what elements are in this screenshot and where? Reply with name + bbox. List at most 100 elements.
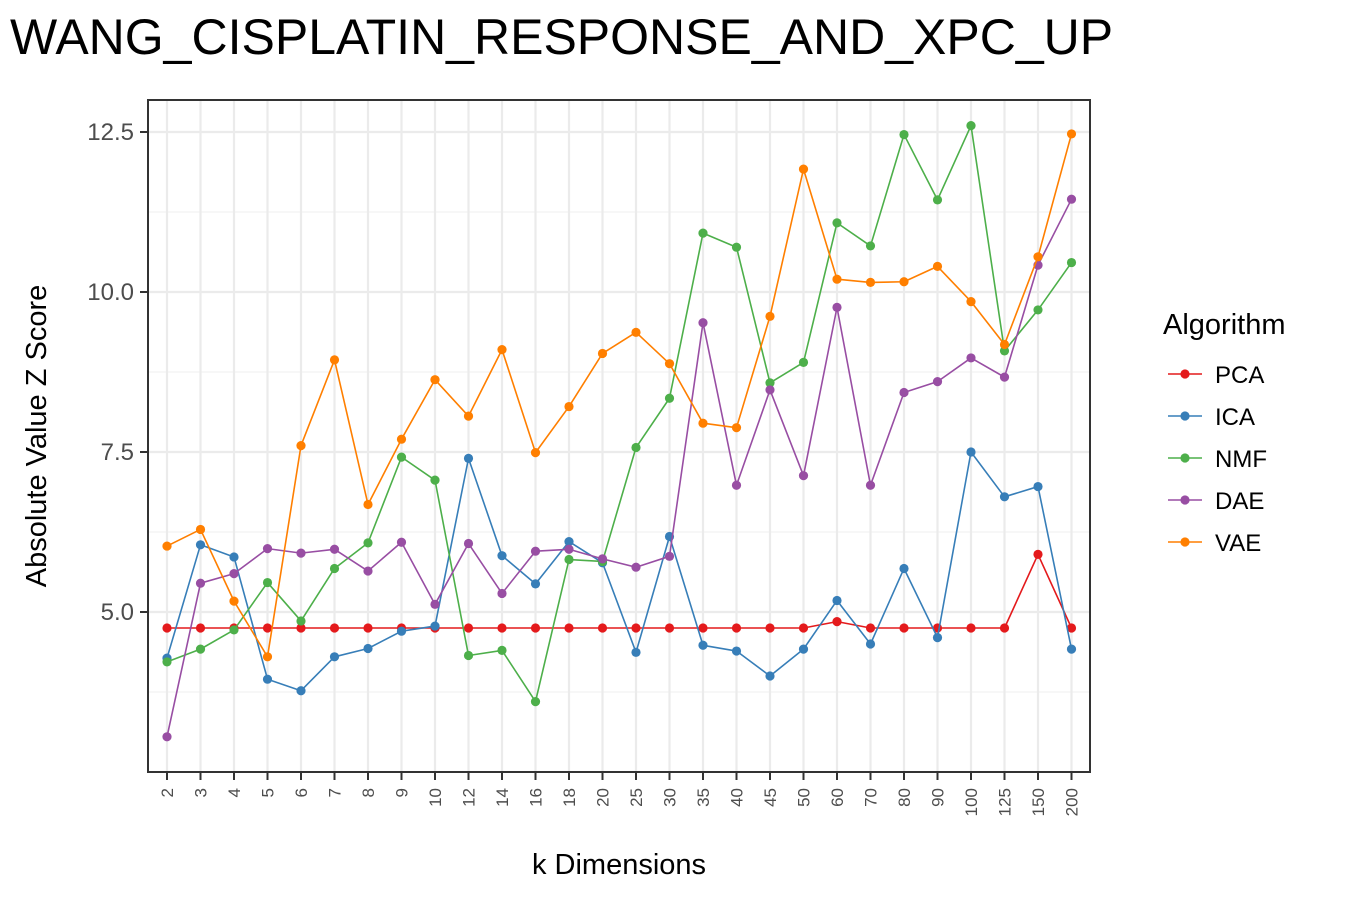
y-tick-label: 5.0 xyxy=(101,599,134,626)
data-point-ica xyxy=(698,640,708,650)
legend-label-vae: VAE xyxy=(1215,530,1261,557)
legend-label-dae: DAE xyxy=(1215,488,1264,515)
data-point-dae xyxy=(731,480,742,490)
data-point-dae xyxy=(664,551,675,561)
data-point-vae xyxy=(497,345,507,355)
data-point-vae xyxy=(932,261,943,271)
data-point-dae xyxy=(698,318,708,328)
data-point-vae xyxy=(899,277,909,287)
y-tick-label: 12.5 xyxy=(87,119,134,146)
data-point-nmf xyxy=(865,241,876,251)
data-point-dae xyxy=(631,562,641,572)
data-point-vae xyxy=(731,423,742,433)
data-point-nmf xyxy=(899,129,909,140)
x-tick-label: 7 xyxy=(326,788,345,797)
data-point-dae xyxy=(396,537,407,547)
data-point-pca xyxy=(631,623,641,633)
data-point-nmf xyxy=(463,650,474,661)
data-point-dae xyxy=(765,385,775,395)
data-point-nmf xyxy=(296,616,306,626)
data-point-pca xyxy=(195,623,206,633)
data-point-pca xyxy=(597,623,608,633)
data-point-pca xyxy=(296,623,306,633)
data-point-vae xyxy=(564,401,574,412)
data-point-nmf xyxy=(631,442,641,453)
data-point-ica xyxy=(195,540,206,550)
x-tick-label: 70 xyxy=(862,788,881,807)
x-tick-label: 80 xyxy=(895,788,914,807)
data-point-dae xyxy=(932,377,943,387)
data-point-dae xyxy=(329,544,340,554)
legend-label-ica: ICA xyxy=(1215,404,1255,431)
series-lines xyxy=(162,121,1077,742)
data-point-ica xyxy=(262,674,273,684)
data-point-vae xyxy=(162,541,172,551)
legend-key-point-nmf xyxy=(1180,453,1190,463)
data-point-vae xyxy=(698,418,708,428)
data-point-nmf xyxy=(497,645,507,656)
y-tick-label: 7.5 xyxy=(101,439,134,466)
legend-label-nmf: NMF xyxy=(1215,446,1267,473)
data-point-pca xyxy=(765,623,775,633)
data-point-dae xyxy=(162,732,172,742)
data-point-pca xyxy=(497,623,507,633)
data-point-nmf xyxy=(1033,305,1043,315)
plot-panel xyxy=(148,100,1090,772)
x-tick-label: 18 xyxy=(560,788,579,807)
data-point-vae xyxy=(631,327,641,337)
data-point-nmf xyxy=(329,563,340,574)
data-point-dae xyxy=(530,546,541,556)
data-point-pca xyxy=(564,623,574,633)
data-point-dae xyxy=(463,538,474,549)
data-point-ica xyxy=(798,644,809,654)
data-point-vae xyxy=(463,411,474,421)
y-tick-label: 10.0 xyxy=(87,279,134,306)
series-line-vae xyxy=(166,133,1073,658)
grid-lines xyxy=(148,100,1090,772)
data-point-nmf xyxy=(966,121,976,131)
legend-key-point-dae xyxy=(1180,495,1190,505)
data-point-dae xyxy=(966,353,976,363)
data-point-vae xyxy=(363,499,373,510)
data-point-ica xyxy=(497,551,507,561)
data-point-vae xyxy=(664,359,675,369)
data-point-pca xyxy=(262,623,273,633)
data-point-dae xyxy=(229,569,239,579)
x-tick-label: 150 xyxy=(1029,788,1048,816)
data-point-ica xyxy=(463,453,474,463)
x-tick-label: 16 xyxy=(527,788,546,807)
data-point-ica xyxy=(765,671,775,681)
legend-title: Algorithm xyxy=(1163,309,1286,341)
series-line-pca xyxy=(167,553,1073,629)
x-tick-label: 20 xyxy=(594,788,613,807)
data-point-pca xyxy=(832,617,842,627)
x-tick-label: 90 xyxy=(929,788,948,807)
legend: Algorithm PCA ICA NMF DAE VAE xyxy=(1163,309,1286,557)
data-point-ica xyxy=(396,626,407,636)
x-tick-label: 45 xyxy=(761,788,780,807)
data-point-ica xyxy=(966,447,976,457)
data-point-vae xyxy=(865,277,876,287)
data-point-nmf xyxy=(530,697,541,707)
data-point-nmf xyxy=(162,657,172,667)
x-tick-label: 35 xyxy=(694,788,713,807)
x-tick-label: 60 xyxy=(828,788,847,807)
data-point-ica xyxy=(296,686,306,696)
data-point-pca xyxy=(999,623,1010,633)
x-axis-title: k Dimensions xyxy=(532,849,706,881)
x-tick-label: 10 xyxy=(426,788,445,807)
data-point-dae xyxy=(262,544,273,554)
data-point-dae xyxy=(832,302,842,312)
data-point-nmf xyxy=(262,577,273,588)
data-point-dae xyxy=(430,599,440,609)
data-point-nmf xyxy=(932,195,943,205)
data-point-ica xyxy=(229,552,239,562)
data-point-nmf xyxy=(698,228,708,238)
x-tick-label: 5 xyxy=(259,788,278,797)
axes: 5.07.510.012.52 3 4 5 6 7 8 9 10 12 14 16 18 20 25 30 35… xyxy=(87,119,1081,816)
data-point-vae xyxy=(296,441,306,451)
data-point-pca xyxy=(966,623,976,633)
data-point-pca xyxy=(1033,549,1043,560)
data-point-pca xyxy=(698,623,708,633)
